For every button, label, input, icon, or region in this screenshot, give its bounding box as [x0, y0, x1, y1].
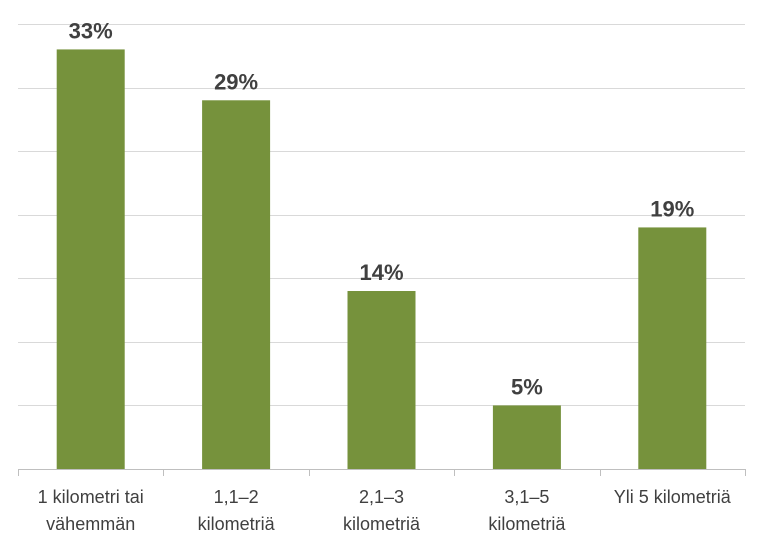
data-labels: 33% 29% 14% 5% 19% [69, 18, 695, 399]
x-tick-label: 3,1–5 [504, 487, 549, 507]
data-label: 19% [650, 196, 694, 221]
data-label: 29% [214, 69, 258, 94]
data-label: 14% [359, 260, 403, 285]
x-tick-label: Yli 5 kilometriä [614, 487, 732, 507]
x-axis [18, 469, 746, 476]
data-label: 33% [69, 18, 113, 43]
bar [638, 227, 707, 469]
x-tick-label: 1 kilometri tai [38, 487, 144, 507]
bar [56, 49, 125, 470]
x-tick-label: vähemmän [46, 514, 135, 534]
x-tick-label: 2,1–3 [359, 487, 404, 507]
x-tick-label: 1,1–2 [214, 487, 259, 507]
x-tick-label: kilometriä [343, 514, 421, 534]
gridlines [18, 24, 745, 406]
bars [56, 49, 707, 470]
category-labels: 1 kilometri tai vähemmän 1,1–2 kilometriä 2,… [38, 487, 732, 534]
bar [202, 100, 271, 470]
x-tick-label: kilometriä [488, 514, 566, 534]
x-tick-label: kilometriä [198, 514, 276, 534]
bar [492, 405, 561, 469]
bar [347, 291, 416, 469]
data-label: 5% [511, 374, 543, 399]
